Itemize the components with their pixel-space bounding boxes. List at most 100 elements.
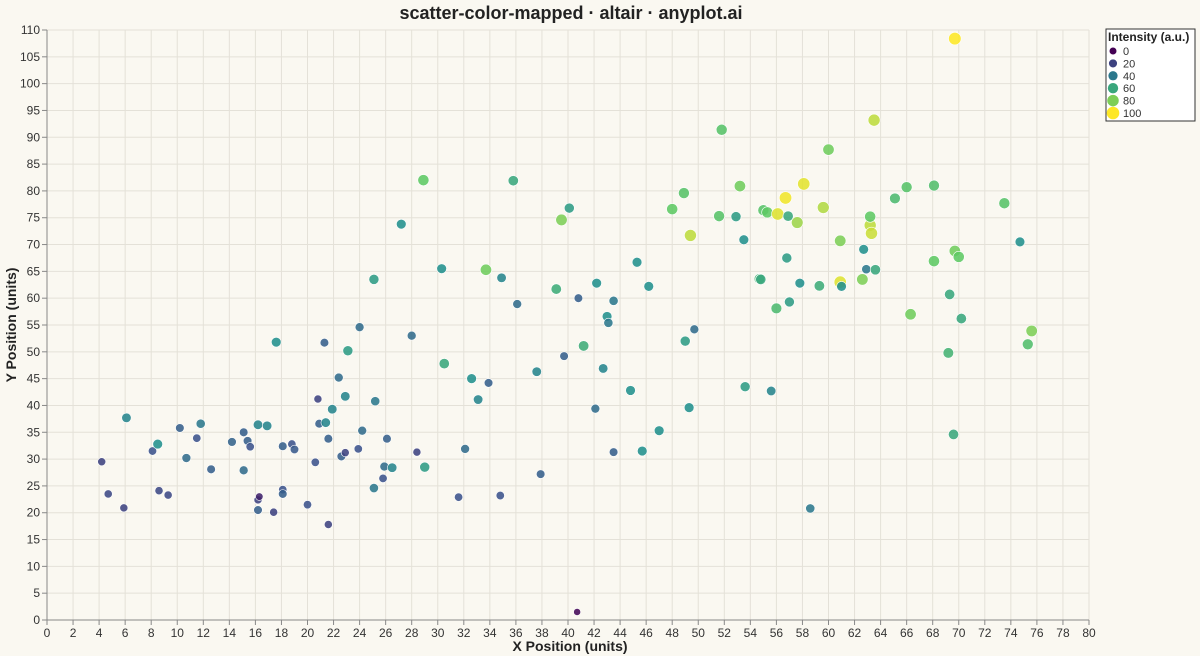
data-point [227, 437, 237, 447]
data-point [805, 503, 816, 514]
data-point [536, 469, 546, 479]
x-tick-label: 32 [457, 626, 471, 640]
data-point [278, 441, 288, 451]
data-point [733, 180, 746, 193]
data-point [791, 216, 804, 229]
data-point [239, 427, 249, 437]
data-point [948, 31, 962, 46]
data-point [507, 175, 519, 187]
y-axis-label: Y Position (units) [3, 268, 19, 383]
data-point [689, 324, 700, 335]
data-point [340, 448, 350, 458]
data-point [278, 489, 288, 499]
x-tick-label: 74 [1004, 626, 1018, 640]
data-point [419, 461, 431, 473]
data-point [460, 444, 470, 454]
data-point [952, 250, 965, 263]
x-tick-label: 36 [509, 626, 523, 640]
x-tick-label: 34 [483, 626, 497, 640]
data-point [253, 505, 263, 515]
data-point [591, 277, 602, 289]
data-point [181, 453, 192, 463]
y-axis-ticks: 0 5 10 15 20 25 30 35 40 45 50 55 60 65 70 75 80 85 90 95 10… [20, 23, 47, 627]
data-point [766, 385, 777, 397]
x-tick-label: 62 [848, 626, 862, 640]
y-tick-label: 85 [27, 157, 41, 171]
x-tick-label: 68 [926, 626, 940, 640]
data-point [900, 181, 913, 193]
x-tick-label: 72 [978, 626, 992, 640]
data-point [119, 503, 129, 513]
data-point [369, 483, 379, 493]
data-point [755, 273, 767, 285]
legend-label: 0 [1123, 46, 1129, 58]
x-tick-label: 44 [613, 626, 627, 640]
x-tick-label: 48 [666, 626, 680, 640]
data-point [103, 489, 113, 499]
data-point [313, 394, 323, 404]
data-point [271, 336, 282, 348]
x-tick-label: 52 [718, 626, 732, 640]
y-tick-label: 80 [27, 184, 41, 198]
x-tick-label: 66 [900, 626, 914, 640]
x-tick-label: 40 [561, 626, 575, 640]
x-tick-label: 10 [171, 626, 185, 640]
data-point [653, 425, 665, 436]
data-point [836, 281, 847, 292]
y-tick-label: 75 [27, 211, 41, 225]
x-tick-label: 18 [275, 626, 289, 640]
data-point [784, 296, 795, 308]
y-tick-label: 10 [27, 559, 41, 573]
data-point [154, 486, 164, 496]
x-tick-label: 0 [44, 626, 51, 640]
data-point [942, 347, 954, 359]
data-point [631, 257, 643, 268]
data-point [864, 210, 877, 223]
data-point [370, 396, 381, 407]
x-tick-label: 70 [952, 626, 966, 640]
data-point [354, 322, 365, 332]
y-tick-label: 55 [27, 318, 41, 332]
x-tick-label: 8 [148, 626, 155, 640]
data-point [563, 202, 575, 214]
legend-label: 20 [1123, 58, 1135, 70]
data-point [813, 280, 825, 292]
data-point [310, 457, 320, 467]
data-points [97, 31, 1038, 616]
x-tick-label: 24 [353, 626, 367, 640]
data-point [865, 226, 878, 240]
data-point [479, 263, 492, 276]
y-tick-label: 60 [27, 291, 41, 305]
data-point [417, 174, 430, 187]
data-point [603, 317, 614, 328]
data-point [342, 345, 354, 357]
data-point [245, 442, 255, 452]
x-tick-label: 78 [1056, 626, 1070, 640]
data-point [206, 464, 216, 474]
data-point [684, 229, 697, 242]
data-point [955, 313, 967, 325]
y-tick-label: 50 [27, 345, 41, 359]
data-point [152, 438, 163, 450]
data-point [323, 434, 333, 444]
data-point [679, 335, 691, 347]
data-point [357, 425, 367, 436]
x-tick-label: 50 [692, 626, 706, 640]
data-point [738, 234, 750, 245]
legend-label: 100 [1123, 108, 1141, 120]
data-point [483, 378, 494, 388]
legend-marker [1107, 83, 1119, 94]
data-point [438, 358, 450, 370]
data-point [573, 293, 584, 303]
data-point [382, 434, 392, 444]
y-tick-label: 30 [27, 452, 41, 466]
data-point [797, 177, 811, 191]
legend-label: 40 [1123, 71, 1135, 83]
x-tick-label: 38 [535, 626, 549, 640]
x-tick-label: 2 [70, 626, 77, 640]
y-tick-label: 100 [20, 77, 40, 91]
x-tick-label: 28 [405, 626, 419, 640]
y-tick-label: 70 [27, 238, 41, 252]
legend-marker [1108, 71, 1118, 81]
legend-marker [1107, 94, 1119, 107]
